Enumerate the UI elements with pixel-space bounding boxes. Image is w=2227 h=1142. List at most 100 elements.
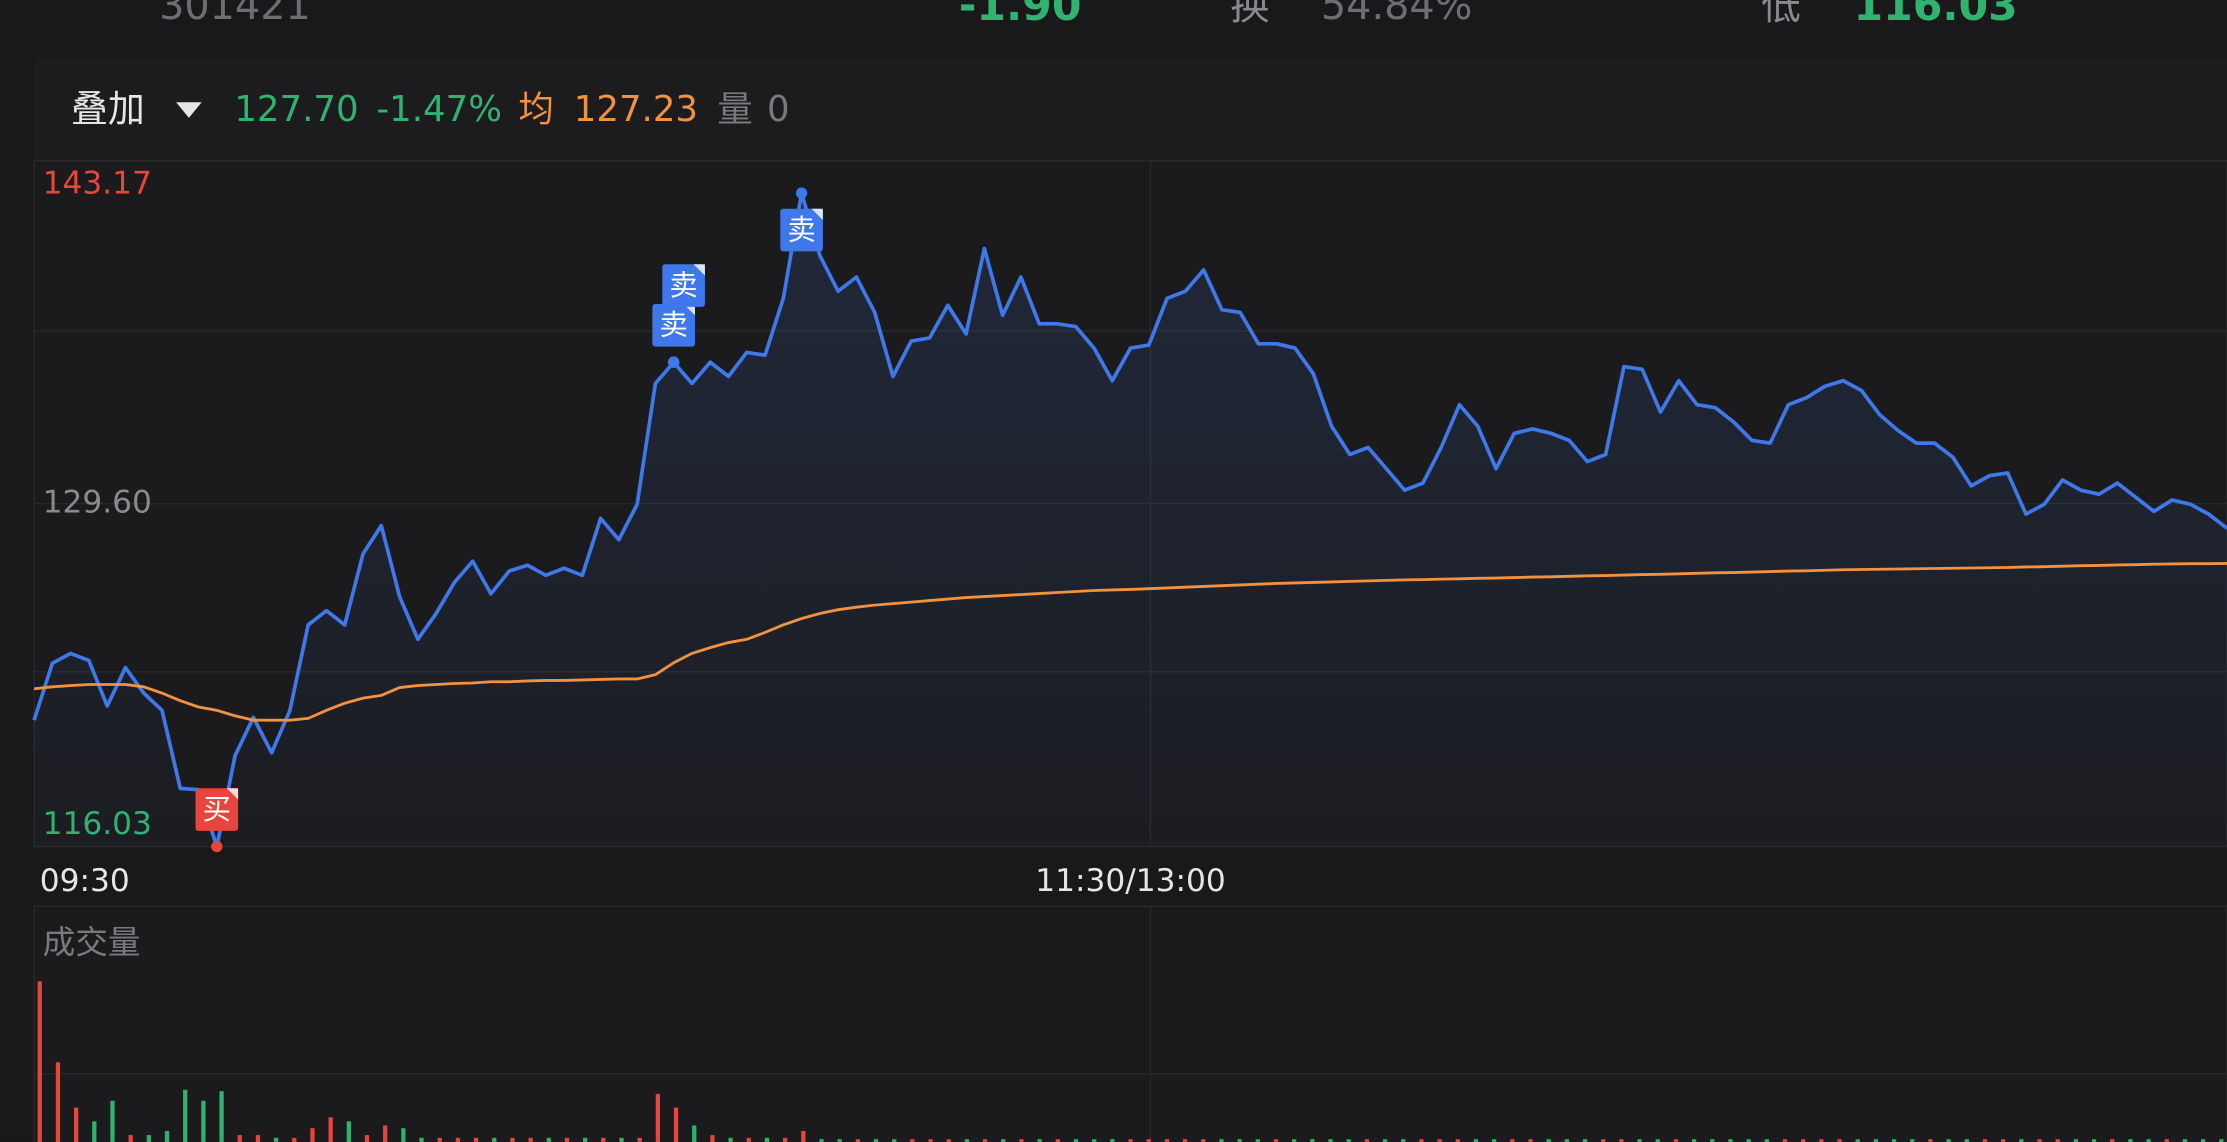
avg-price: 127.23 (574, 89, 698, 130)
badge-corner (226, 788, 239, 800)
volume-bar (1746, 1139, 1751, 1142)
volume-bar (837, 1139, 842, 1142)
volume-bar (2091, 1139, 2097, 1142)
volume-bar (801, 1130, 806, 1142)
volume-bar (1619, 1139, 1624, 1142)
volume-bar (1691, 1139, 1697, 1142)
volume-bar (873, 1139, 879, 1142)
volume-bar (1891, 1139, 1897, 1142)
volume-bar (1982, 1139, 1988, 1142)
trade-badge (652, 304, 695, 347)
volume-bar (455, 1137, 461, 1142)
volume-bar (1928, 1139, 1933, 1142)
volume-bar (1492, 1139, 1497, 1142)
volume-bar (601, 1137, 606, 1142)
volume-bar (1437, 1139, 1442, 1142)
volume-bar (2164, 1139, 2169, 1142)
volume-bar (637, 1137, 642, 1142)
volume-bar (1837, 1139, 1842, 1142)
volume-bar (710, 1135, 715, 1142)
volume-bar (364, 1135, 370, 1142)
change: -1.90 (959, 0, 1082, 31)
volume-bar (1055, 1139, 1060, 1142)
volume-bar (2001, 1139, 2006, 1142)
volume-bar (401, 1128, 406, 1142)
volume-bar (473, 1137, 479, 1142)
volume-bar (1401, 1139, 1406, 1142)
volume-bar (1946, 1139, 1951, 1142)
volume-bar (783, 1137, 788, 1142)
volume-bar (892, 1139, 897, 1142)
volume-bar (1382, 1139, 1388, 1142)
volume-bar (492, 1137, 497, 1142)
volume-bar (619, 1137, 624, 1142)
volume-bar (1419, 1139, 1424, 1142)
y-tick-label: 129.60 (43, 485, 152, 521)
trade-badge (195, 788, 239, 831)
volume-bar (201, 1100, 206, 1142)
volume-bar (546, 1137, 551, 1142)
trade-dot (211, 840, 223, 853)
volume-bar (1582, 1139, 1588, 1142)
volume-bar (1110, 1139, 1115, 1142)
trade-badge (780, 208, 823, 252)
volume-bar (383, 1125, 388, 1142)
volume-bar (328, 1117, 333, 1142)
volume-bar (910, 1139, 915, 1142)
volume-bar (1364, 1139, 1370, 1142)
volume-bar (110, 1100, 115, 1142)
volume-bar (1146, 1139, 1151, 1142)
volume-bar (1037, 1139, 1042, 1142)
volume-bar (2055, 1139, 2060, 1142)
low-label: 低 (1761, 0, 1801, 29)
volume-title: 成交量 (43, 924, 141, 962)
volume-bar (1092, 1139, 1097, 1142)
volume-bar (1473, 1139, 1479, 1142)
volume-panel (33, 905, 2227, 1142)
low: 116.03 (1853, 0, 2017, 31)
volume-bar (1019, 1139, 1024, 1142)
volume-bar (1564, 1139, 1569, 1142)
volume-bar (2128, 1139, 2133, 1142)
volume-bar (1964, 1139, 1969, 1142)
volume-bar (2182, 1139, 2188, 1142)
trade-dot (668, 356, 680, 368)
volume-bar (510, 1137, 515, 1142)
volume-bar (37, 981, 42, 1142)
volume-bar (982, 1139, 988, 1142)
volume-bar (310, 1128, 315, 1142)
volume-bar (964, 1139, 970, 1142)
volume-bar (183, 1089, 188, 1142)
dropdown-arrow[interactable] (176, 102, 202, 118)
volume-bar (2146, 1139, 2151, 1142)
volume-bar (1182, 1139, 1188, 1142)
volume-bar (673, 1107, 679, 1142)
volume-bar (1528, 1139, 1533, 1142)
volume-bar (1073, 1139, 1079, 1142)
volume-bar (237, 1135, 242, 1142)
volume-bar (728, 1137, 733, 1142)
volume-bar (73, 1107, 79, 1142)
price-change: -1.47% (376, 89, 502, 130)
trade-badge (662, 264, 705, 307)
volume-bar (1201, 1139, 1206, 1142)
volume-bar (219, 1091, 224, 1142)
trade-label: 卖 (669, 269, 697, 302)
volume-bar (419, 1137, 424, 1142)
volume-bar (1819, 1139, 1824, 1142)
volume-bar (946, 1139, 951, 1142)
volume-bar (1855, 1139, 1860, 1142)
overlay-menu[interactable]: 叠加 (71, 87, 145, 130)
avg-label: 均 (518, 89, 554, 130)
volume-bar (1292, 1139, 1297, 1142)
volume-bar (1164, 1139, 1170, 1142)
volume-bar (1601, 1139, 1606, 1142)
volume-bar (1237, 1139, 1242, 1142)
volume-bar (255, 1135, 261, 1142)
volume-bar (764, 1137, 770, 1142)
volume-bar (583, 1137, 588, 1142)
volume-bar (1219, 1139, 1224, 1142)
volume-bar (1510, 1139, 1515, 1142)
y-tick-label: 143.17 (43, 166, 152, 202)
